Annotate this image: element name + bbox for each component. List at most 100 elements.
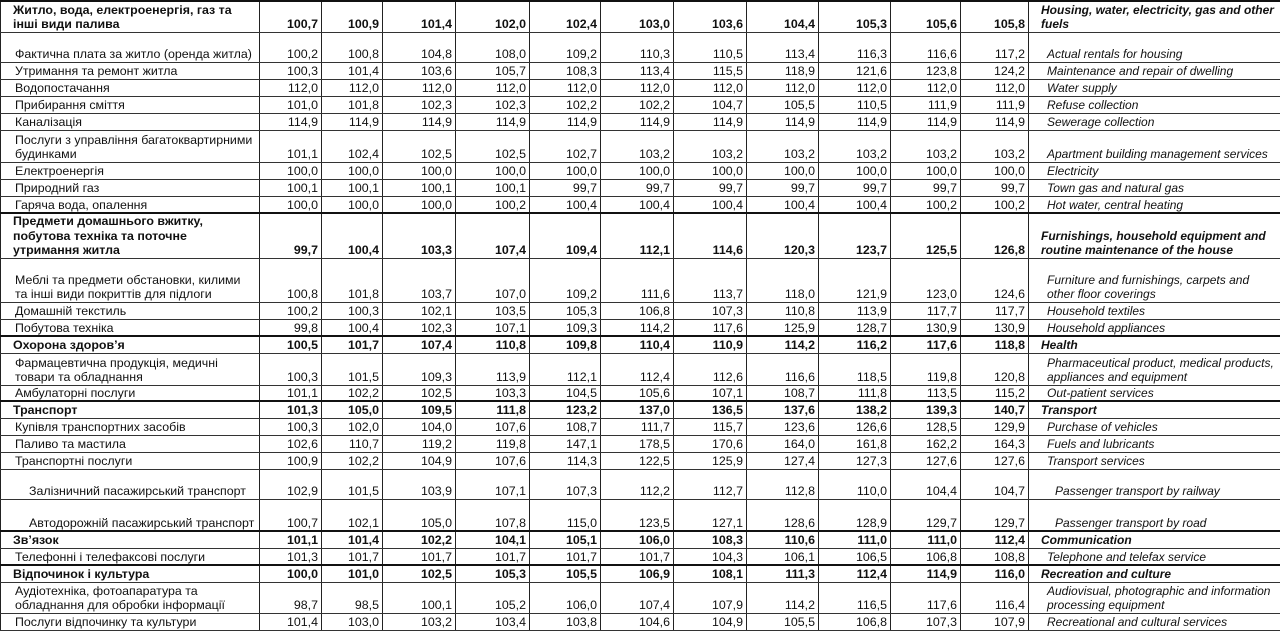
index-value: 110,8 xyxy=(747,302,819,319)
index-value: 106,9 xyxy=(601,565,674,582)
index-value: 129,7 xyxy=(961,499,1029,531)
index-value: 99,7 xyxy=(819,179,891,196)
index-value: 111,8 xyxy=(456,401,530,418)
index-value: 102,6 xyxy=(260,435,322,452)
index-value: 102,9 xyxy=(260,469,322,499)
index-value: 112,0 xyxy=(260,79,322,96)
index-value: 100,5 xyxy=(260,336,322,353)
index-value: 107,1 xyxy=(674,385,747,401)
index-value: 103,2 xyxy=(819,130,891,162)
index-value: 105,5 xyxy=(747,613,819,630)
index-value: 104,9 xyxy=(674,613,747,630)
row-label-uk: Меблі та предмети обстановки, килими та … xyxy=(1,258,260,302)
index-value: 101,0 xyxy=(322,565,383,582)
index-value: 100,0 xyxy=(260,162,322,179)
index-value: 162,2 xyxy=(891,435,961,452)
index-value: 118,5 xyxy=(819,353,891,385)
index-value: 112,0 xyxy=(674,79,747,96)
row-label-uk: Транспорт xyxy=(1,401,260,418)
index-value: 100,1 xyxy=(383,179,456,196)
index-value: 108,0 xyxy=(456,32,530,62)
index-value: 107,1 xyxy=(456,319,530,336)
index-value: 112,0 xyxy=(891,79,961,96)
index-value: 121,6 xyxy=(819,62,891,79)
index-value: 106,8 xyxy=(891,548,961,565)
index-value: 103,2 xyxy=(601,130,674,162)
index-value: 112,1 xyxy=(530,353,601,385)
index-value: 119,8 xyxy=(456,435,530,452)
index-value: 100,4 xyxy=(674,196,747,213)
index-value: 109,2 xyxy=(530,258,601,302)
index-value: 99,7 xyxy=(747,179,819,196)
index-value: 106,1 xyxy=(747,548,819,565)
index-value: 100,1 xyxy=(456,179,530,196)
index-value: 102,3 xyxy=(456,96,530,113)
index-value: 113,9 xyxy=(456,353,530,385)
index-value: 106,5 xyxy=(819,548,891,565)
row-label-en: Housing, water, electricity, gas and oth… xyxy=(1029,1,1280,32)
index-value: 104,5 xyxy=(530,385,601,401)
index-value: 125,5 xyxy=(891,213,961,258)
index-value: 107,6 xyxy=(456,418,530,435)
index-value: 101,7 xyxy=(322,548,383,565)
row-label-uk: Фармацевтична продукція, медичні товари … xyxy=(1,353,260,385)
index-value: 116,6 xyxy=(891,32,961,62)
index-value: 103,6 xyxy=(383,62,456,79)
index-value: 111,9 xyxy=(891,96,961,113)
index-value: 119,2 xyxy=(383,435,456,452)
index-value: 117,2 xyxy=(961,32,1029,62)
index-value: 120,8 xyxy=(961,353,1029,385)
category-row: Предмети домашнього вжитку, побутова тех… xyxy=(1,213,1280,258)
index-value: 104,1 xyxy=(456,531,530,548)
row-label-en: Refuse collection xyxy=(1029,96,1280,113)
index-value: 101,8 xyxy=(322,96,383,113)
index-value: 99,7 xyxy=(891,179,961,196)
index-value: 112,4 xyxy=(819,565,891,582)
row-label-uk: Житло, вода, електроенергія, газ та інші… xyxy=(1,1,260,32)
index-value: 123,5 xyxy=(601,499,674,531)
index-value: 107,9 xyxy=(674,582,747,613)
index-value: 103,9 xyxy=(383,469,456,499)
index-value: 103,5 xyxy=(456,302,530,319)
index-value: 105,6 xyxy=(601,385,674,401)
index-value: 103,2 xyxy=(747,130,819,162)
index-value: 102,3 xyxy=(383,96,456,113)
index-value: 100,2 xyxy=(891,196,961,213)
index-value: 108,7 xyxy=(530,418,601,435)
index-value: 115,5 xyxy=(674,62,747,79)
index-value: 100,7 xyxy=(260,1,322,32)
index-value: 101,7 xyxy=(530,548,601,565)
index-value: 107,4 xyxy=(383,336,456,353)
index-value: 111,7 xyxy=(601,418,674,435)
index-value: 114,9 xyxy=(322,113,383,130)
index-value: 113,4 xyxy=(747,32,819,62)
index-value: 118,9 xyxy=(747,62,819,79)
index-value: 119,8 xyxy=(891,353,961,385)
index-value: 108,3 xyxy=(674,531,747,548)
index-value: 100,0 xyxy=(891,162,961,179)
index-value: 127,4 xyxy=(747,452,819,469)
row-label-en: Audiovisual, photographic and informatio… xyxy=(1029,582,1280,613)
index-value: 129,7 xyxy=(891,499,961,531)
index-value: 116,2 xyxy=(819,336,891,353)
index-value: 107,8 xyxy=(456,499,530,531)
index-value: 124,2 xyxy=(961,62,1029,79)
row-label-en: Transport services xyxy=(1029,452,1280,469)
index-value: 117,7 xyxy=(891,302,961,319)
index-value: 107,3 xyxy=(530,469,601,499)
index-value: 100,7 xyxy=(260,499,322,531)
row-label-en: Household textiles xyxy=(1029,302,1280,319)
index-value: 101,1 xyxy=(260,385,322,401)
index-value: 102,4 xyxy=(530,1,601,32)
index-value: 111,0 xyxy=(819,531,891,548)
index-value: 114,9 xyxy=(456,113,530,130)
index-value: 112,1 xyxy=(601,213,674,258)
index-value: 100,0 xyxy=(260,565,322,582)
index-value: 101,4 xyxy=(322,531,383,548)
index-value: 100,4 xyxy=(819,196,891,213)
row-label-en: Pharmaceutical product, medical products… xyxy=(1029,353,1280,385)
index-value: 107,4 xyxy=(456,213,530,258)
